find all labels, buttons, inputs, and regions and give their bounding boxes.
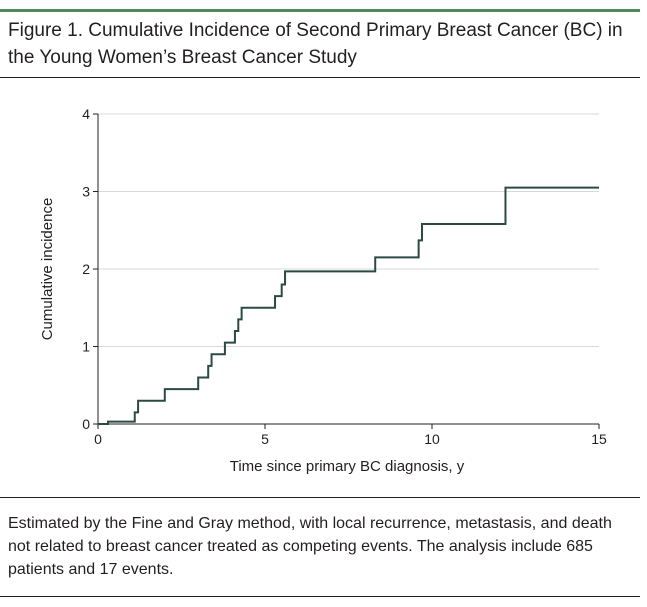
- x-tick-label-15: 15: [591, 431, 607, 447]
- cumulative-incidence-chart: 0 1 2 3 4 0 5 10 15 Time since primary BC diagno…: [39, 106, 607, 475]
- y-tick-label-1: 1: [82, 339, 90, 355]
- figure-title: Figure 1. Cumulative Incidence of Second…: [8, 20, 623, 68]
- x-tick-label-10: 10: [424, 431, 440, 447]
- x-tick-label-5: 5: [261, 431, 269, 447]
- caption-divider-top: [0, 497, 640, 498]
- figure-caption: Estimated by the Fine and Gray method, w…: [8, 515, 612, 578]
- series-line-second-primary-bc: [98, 186, 599, 425]
- y-tick-label-0: 0: [82, 416, 90, 432]
- y-axis-label: Cumulative incidence: [39, 198, 56, 341]
- grid-lines: [98, 113, 599, 347]
- x-tick-label-0: 0: [94, 431, 102, 447]
- y-tick-label-2: 2: [82, 261, 90, 277]
- top-accent-rule: [0, 9, 640, 12]
- x-axis-label: Time since primary BC diagnosis, y: [230, 458, 465, 475]
- y-tick-label-3: 3: [82, 184, 90, 200]
- tick-labels: 0 1 2 3 4 0 5 10 15: [82, 106, 607, 447]
- title-divider: [0, 77, 640, 78]
- caption-divider-bottom: [0, 596, 640, 597]
- y-tick-label-4: 4: [82, 106, 90, 122]
